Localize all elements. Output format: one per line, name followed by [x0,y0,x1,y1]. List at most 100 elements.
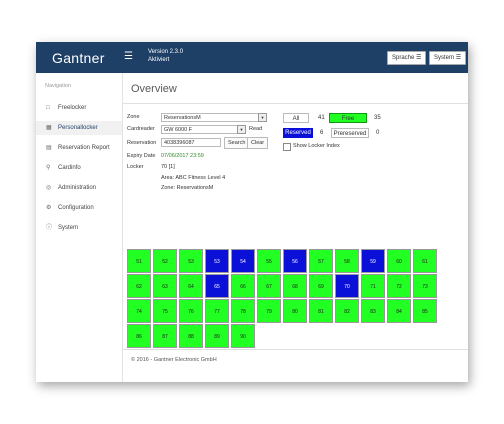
sidebar-item-personallocker[interactable]: ▦ Personallocker [36,121,122,135]
system-button[interactable]: System ☰ [429,51,467,65]
locker-cell[interactable]: 51 [127,249,151,273]
locker-cell[interactable]: 77 [205,299,229,323]
locker-cell[interactable]: 70 [335,274,359,298]
free-count: 35 [374,115,381,121]
locker-cell[interactable]: 53 [205,249,229,273]
locker-cell[interactable]: 62 [127,274,151,298]
zone-label: Zone [127,114,140,120]
area-info: Area: ABC Fitness Level 4 [161,175,226,181]
locker-cell[interactable]: 69 [309,274,333,298]
sidebar-item-cardinfo[interactable]: ⚲ Cardinfo [36,161,122,175]
locker-cell[interactable]: 87 [153,324,177,348]
locker-cell[interactable]: 58 [335,249,359,273]
locker-cell[interactable]: 78 [231,299,255,323]
prereserved-count: 0 [376,130,380,136]
locker-cell[interactable]: 57 [309,249,333,273]
locker-cell[interactable]: 73 [413,274,437,298]
locker-cell[interactable]: 75 [153,299,177,323]
locker-cell[interactable]: 56 [283,249,307,273]
locker-cell[interactable]: 83 [361,299,385,323]
zone-info: Zone: ReservationsM [161,185,214,191]
filter-all-button[interactable]: All [283,113,309,123]
locker-cell[interactable]: 60 [387,249,411,273]
language-button[interactable]: Sprache ☰ [387,51,427,65]
reserved-count: 6 [320,130,324,136]
locker-cell[interactable]: 72 [387,274,411,298]
top-bar: Gantner ☰ Version 2.3.0 Aktiviert Sprach… [36,42,468,73]
locker-cell[interactable]: 76 [179,299,203,323]
locker-cell[interactable]: 90 [231,324,255,348]
search-icon: ⚲ [46,165,51,171]
locker-cell[interactable]: 84 [387,299,411,323]
locker-cell[interactable]: 66 [231,274,255,298]
locker-cell[interactable]: 68 [283,274,307,298]
filter-prereserved-button[interactable]: Prereserved [331,128,369,138]
locker-cell[interactable]: 64 [179,274,203,298]
chevron-down-icon[interactable]: ▼ [237,125,246,134]
locker-cell[interactable]: 85 [413,299,437,323]
sidebar-item-configuration[interactable]: ⚙ Configuration [36,201,122,215]
locker-cell[interactable]: 74 [127,299,151,323]
calendar-icon: ▤ [46,145,52,151]
footer-copyright: © 2016 - Gantner Electronic GmbH [131,357,217,363]
sidebar-item-freelocker[interactable]: □ Freelocker [36,101,122,115]
locker-icon: ▦ [46,125,52,131]
locker-cell[interactable]: 53 [179,249,203,273]
locker-cell[interactable]: 52 [153,249,177,273]
app-window: Gantner ☰ Version 2.3.0 Aktiviert Sprach… [36,42,468,382]
clear-button[interactable]: Clear [247,137,269,149]
locker-cell[interactable]: 88 [179,324,203,348]
globe-icon: ◎ [46,185,52,191]
filter-reserved-button[interactable]: Reserved [283,128,313,138]
reservation-label: Reservation [127,140,157,146]
sidebar: Navigation □ Freelocker ▦ Personallocker… [36,73,123,382]
list-icon: ☰ [455,55,462,61]
locker-cell[interactable]: 55 [257,249,281,273]
cardreader-select[interactable]: GW 6000 F [161,125,245,134]
menu-toggle-icon[interactable]: ☰ [124,51,133,62]
lock-icon: □ [46,105,50,111]
cardreader-label: Cardreader [127,126,155,132]
expiry-label: Expiry Date [127,153,156,159]
sidebar-item-administration[interactable]: ◎ Administration [36,181,122,195]
locker-cell[interactable]: 80 [283,299,307,323]
search-button[interactable]: Search [224,137,250,149]
nav-heading: Navigation [45,83,71,89]
main-content: Overview Zone ReservationsM ▼ Cardreader… [123,73,468,382]
sidebar-item-reservation-report[interactable]: ▤ Reservation Report [36,141,122,155]
version-info: Version 2.3.0 Aktiviert [148,48,183,64]
info-icon: ⓘ [46,225,53,231]
all-count: 41 [318,115,325,121]
show-index-label: Show Locker Index [293,143,340,149]
locker-cell[interactable]: 82 [335,299,359,323]
list-icon: ☰ [416,55,422,61]
divider [123,103,468,104]
page-title: Overview [131,83,177,95]
locker-cell[interactable]: 89 [205,324,229,348]
zone-select[interactable]: ReservationsM [161,113,267,122]
locker-cell[interactable]: 63 [153,274,177,298]
footer-divider [123,349,468,350]
gear-icon: ⚙ [46,205,52,211]
locker-value: 70 [1] [161,164,175,170]
locker-cell[interactable]: 54 [231,249,255,273]
reservation-input[interactable]: 4038396087 [161,138,221,147]
filter-free-button[interactable]: Free [329,113,367,123]
locker-cell[interactable]: 81 [309,299,333,323]
brand-logo: Gantner [52,50,105,66]
expiry-value: 07/06/2017 23:59 [161,153,204,159]
locker-cell[interactable]: 61 [413,249,437,273]
locker-cell[interactable]: 79 [257,299,281,323]
activation-status: Aktiviert [148,57,170,63]
locker-label: Locker [127,164,144,170]
chevron-down-icon[interactable]: ▼ [258,113,267,122]
read-button[interactable]: Read [249,126,263,132]
locker-cell[interactable]: 86 [127,324,151,348]
locker-cell[interactable]: 71 [361,274,385,298]
version-label: Version 2.3.0 [148,49,184,55]
locker-cell[interactable]: 65 [205,274,229,298]
locker-cell[interactable]: 59 [361,249,385,273]
sidebar-item-system[interactable]: ⓘ System [36,221,122,235]
locker-cell[interactable]: 67 [257,274,281,298]
show-index-checkbox[interactable] [283,143,291,151]
